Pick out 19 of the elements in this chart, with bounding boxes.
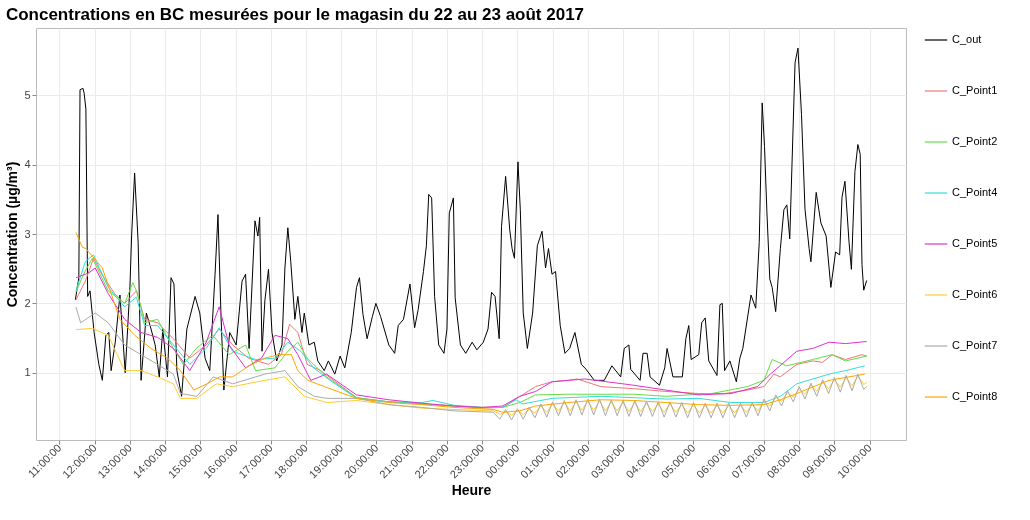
legend-label: C_Point2 <box>952 135 998 147</box>
y-tick-label: 4 <box>24 158 31 171</box>
line-series <box>74 47 868 397</box>
legend-label: C_Point5 <box>952 237 998 249</box>
legend-label: C_Point8 <box>952 390 998 402</box>
legend-label: C_out <box>952 33 982 45</box>
legend-label: C_Point1 <box>952 84 998 96</box>
y-axis-title: Concentration (µg/m³) <box>4 161 21 308</box>
y-tick-label: 3 <box>24 227 31 240</box>
y-tick-label: 2 <box>24 296 31 309</box>
y-tick-label: 5 <box>24 88 31 101</box>
x-axis-title: Heure <box>451 482 492 499</box>
y-tick-label: 1 <box>24 366 31 379</box>
legend-label: C_Point7 <box>952 339 998 351</box>
legend-label: C_Point4 <box>952 186 998 198</box>
line-series <box>75 306 868 421</box>
legend-label: C_Point6 <box>952 288 998 300</box>
chart-title: Concentrations en BC mesurées pour le magasin du 22 au 23 août 2017 <box>5 5 585 24</box>
line-series <box>75 327 868 416</box>
